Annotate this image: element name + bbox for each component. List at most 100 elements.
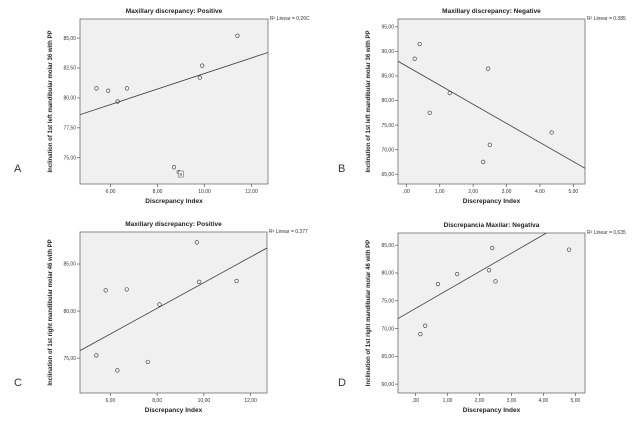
data-point (486, 66, 491, 71)
y-tick-label: 85,00 (381, 74, 394, 80)
r2-label: R² Linear = 0.26C (270, 16, 310, 22)
x-tick-label: ,00 (403, 189, 410, 195)
data-point (412, 56, 417, 61)
data-point (490, 245, 495, 251)
x-axis-label: Discrepancy Index (145, 407, 203, 414)
panel-letter: D (338, 377, 346, 389)
x-tick-label: 4,00 (535, 189, 545, 195)
chart-title: Maxillary discrepancy: Positive (125, 221, 222, 228)
y-axis-label: Inclination of 1st left mandibular molar… (48, 30, 54, 172)
data-point (115, 368, 120, 373)
y-axis-label: Inclination of 1st right mandibular mola… (366, 240, 372, 386)
fit-line (398, 233, 548, 319)
x-tick-label: 10,00 (198, 189, 211, 195)
y-tick-label: 70,00 (381, 326, 394, 332)
fit-line (80, 52, 268, 116)
data-point (235, 33, 240, 38)
y-tick-label: 60,00 (381, 382, 394, 388)
data-point (549, 130, 554, 135)
y-tick-label: 90,00 (381, 49, 394, 55)
x-tick-label: 3,00 (502, 189, 512, 195)
x-tick-label: 4,00 (539, 398, 549, 404)
data-layer (80, 33, 268, 175)
y-axis-label: Inclination of 1st right mandibular mola… (48, 239, 54, 385)
plot-area (397, 232, 586, 394)
y-tick-label: 75,00 (63, 356, 76, 362)
data-point (106, 88, 111, 93)
y-tick-label: 85,00 (381, 243, 394, 249)
data-layer (80, 240, 267, 373)
x-tick-label: 2,00 (468, 189, 478, 195)
chart-panel-a: Maxillary discrepancy: Positive R² Linear… (14, 8, 310, 205)
chart-panel-d: Discrepancia Maxilar: Negativa R² Linear … (338, 222, 626, 414)
y-tick-label: 80,00 (63, 309, 76, 315)
panel-letter: A (14, 163, 22, 175)
x-tick-label: 12,00 (244, 398, 257, 404)
data-point (124, 86, 130, 91)
data-point (124, 287, 129, 292)
data-point (435, 282, 441, 287)
y-tick-label: 85,00 (63, 262, 76, 268)
y-tick-label: 75,00 (381, 123, 394, 129)
x-axis-label: Discrepancy Index (145, 198, 203, 205)
data-point (200, 63, 205, 68)
chart-title: Maxillary discrepancy: Positive (126, 8, 223, 15)
chart-panel-c: Maxillary discrepancy: Positive R² Linear… (14, 221, 308, 414)
data-point (487, 268, 492, 273)
x-tick-label: 12,00 (245, 189, 258, 195)
y-tick-label: 70,00 (381, 147, 394, 153)
data-point (566, 247, 572, 252)
data-point (157, 302, 162, 307)
data-point (234, 278, 239, 284)
fit-line (398, 60, 585, 169)
x-tick-label: 5,00 (568, 189, 578, 195)
data-point (171, 165, 177, 170)
y-tick-label: 77,50 (63, 126, 76, 132)
data-layer (398, 41, 585, 169)
x-tick-label: 1,00 (443, 398, 453, 404)
x-tick-label: 8,00 (152, 398, 162, 404)
y-tick-label: 65,00 (381, 172, 394, 178)
y-tick-label: 82,50 (63, 66, 76, 72)
x-tick-label: 3,00 (507, 398, 517, 404)
y-tick-label: 75,00 (381, 298, 394, 304)
data-point (487, 142, 492, 147)
x-tick-label: 5,00 (571, 398, 581, 404)
r2-label: R² Linear = 0,635 (587, 230, 626, 236)
y-tick-label: 80,00 (381, 98, 394, 104)
point-label-box (177, 170, 184, 178)
data-point (417, 41, 422, 47)
data-point (423, 323, 428, 328)
panel-letter: B (338, 163, 345, 175)
data-point (115, 99, 120, 104)
x-tick-label: 6,00 (106, 398, 116, 404)
x-tick-label: 10,00 (198, 398, 211, 404)
data-point (455, 272, 460, 277)
plot-area (397, 18, 586, 185)
r2-label: R² Linear = 0.377 (269, 229, 308, 235)
plot-area (79, 231, 268, 394)
data-point (447, 91, 452, 96)
y-tick-label: 95,00 (381, 25, 394, 31)
x-tick-label: 8,00 (153, 189, 163, 195)
x-tick-label: 1,00 (435, 189, 445, 195)
fit-line (80, 247, 267, 351)
data-point (103, 288, 108, 293)
y-tick-label: 80,00 (63, 96, 76, 102)
chart-title: Discrepancia Maxilar: Negativa (444, 222, 540, 229)
x-axis-label: Discrepancy Index (463, 407, 521, 414)
y-axis-label: Inclination of 1st left mandibular molar… (366, 30, 372, 172)
x-tick-label: 2,00 (475, 398, 485, 404)
x-tick-label: 6,00 (106, 189, 116, 195)
chart-title: Maxillary discrepancy: Negative (442, 8, 541, 15)
data-point (145, 359, 150, 365)
y-tick-label: 75,00 (63, 155, 76, 161)
data-point (94, 86, 99, 91)
panel-letter: C (14, 377, 22, 389)
x-axis-label: Discrepancy Index (463, 198, 521, 205)
x-tick-label: ,00 (412, 398, 419, 404)
data-point (194, 240, 199, 245)
y-tick-label: 85,00 (63, 36, 76, 42)
y-tick-label: 65,00 (381, 354, 394, 360)
